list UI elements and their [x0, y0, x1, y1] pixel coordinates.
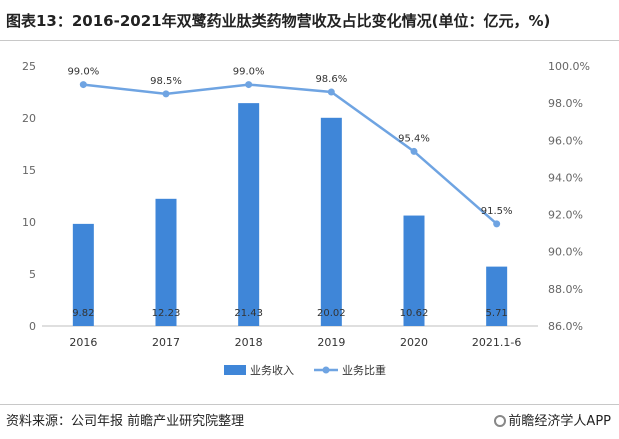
y-left-tick-label: 10: [22, 216, 36, 229]
bar: [486, 266, 508, 326]
bar-value-label: 10.62: [400, 308, 429, 319]
combo-chart: 0 5 10 15 20 25 86.0% 88.0% 90.0% 92.0% 94.0% 96.0%…: [22, 60, 590, 377]
bar-value-label: 21.43: [234, 308, 263, 319]
y-right-tick-label: 96.0%: [548, 134, 583, 147]
line-point: [410, 147, 418, 155]
line-point: [245, 81, 253, 89]
bar-value-label: 12.23: [152, 308, 181, 319]
line-point: [79, 81, 87, 89]
y-left-tick-label: 0: [29, 320, 36, 333]
y-left-tick-label: 5: [29, 268, 36, 281]
y-right-tick-label: 88.0%: [548, 283, 583, 296]
line-value-label: 98.5%: [150, 76, 182, 87]
x-tick-label: 2018: [235, 336, 263, 349]
y-right-tick-label: 100.0%: [548, 60, 590, 73]
y-left-tick-label: 15: [22, 164, 36, 177]
y-right-tick-label: 90.0%: [548, 246, 583, 259]
line-series: [83, 83, 498, 225]
line-point: [162, 90, 170, 98]
bar: [72, 223, 94, 326]
legend-label: 业务收入: [250, 363, 294, 377]
x-tick-label: 2017: [152, 336, 180, 349]
y-right-tick-label: 86.0%: [548, 320, 583, 333]
bar-value-label: 9.82: [72, 308, 94, 319]
bar: [238, 103, 260, 327]
bar: [403, 215, 425, 326]
y-left-tick-label: 25: [22, 60, 36, 73]
bar: [155, 198, 177, 326]
brand-text: 前瞻经济学人APP: [508, 414, 611, 429]
chart-title: 图表13：2016-2021年双鹭药业肽类药物营收及占比变化情况(单位：亿元，%…: [6, 12, 551, 30]
bar-value-label: 5.71: [486, 308, 508, 319]
bar: [320, 117, 342, 327]
line-value-label: 91.5%: [481, 206, 513, 217]
brand-logo-icon: [494, 415, 507, 427]
line-point: [327, 88, 335, 96]
title-divider: [0, 40, 619, 41]
line-value-label: 99.0%: [233, 67, 265, 78]
y-right-tick-label: 92.0%: [548, 209, 583, 222]
line-value-label: 95.4%: [398, 133, 430, 144]
legend-swatch-marker: [322, 366, 330, 374]
y-left-tick-label: 20: [22, 112, 36, 125]
brand-label: 前瞻经济学人APP: [494, 410, 611, 429]
line-value-label: 98.6%: [315, 74, 347, 85]
y-right-tick-label: 94.0%: [548, 171, 583, 184]
y-right-tick-label: 98.0%: [548, 97, 583, 110]
line-point: [493, 220, 501, 228]
bar-value-label: 20.02: [317, 308, 346, 319]
line-value-label: 99.0%: [67, 67, 99, 78]
x-tick-label: 2021.1-6: [472, 336, 521, 349]
legend-label: 业务比重: [342, 363, 386, 377]
x-tick-label: 2016: [69, 336, 97, 349]
source-note: 资料来源：公司年报 前瞻产业研究院整理: [6, 414, 245, 429]
x-tick-label: 2020: [400, 336, 428, 349]
x-tick-label: 2019: [317, 336, 345, 349]
legend-swatch-bar: [224, 365, 246, 375]
footer-divider: [0, 404, 619, 405]
